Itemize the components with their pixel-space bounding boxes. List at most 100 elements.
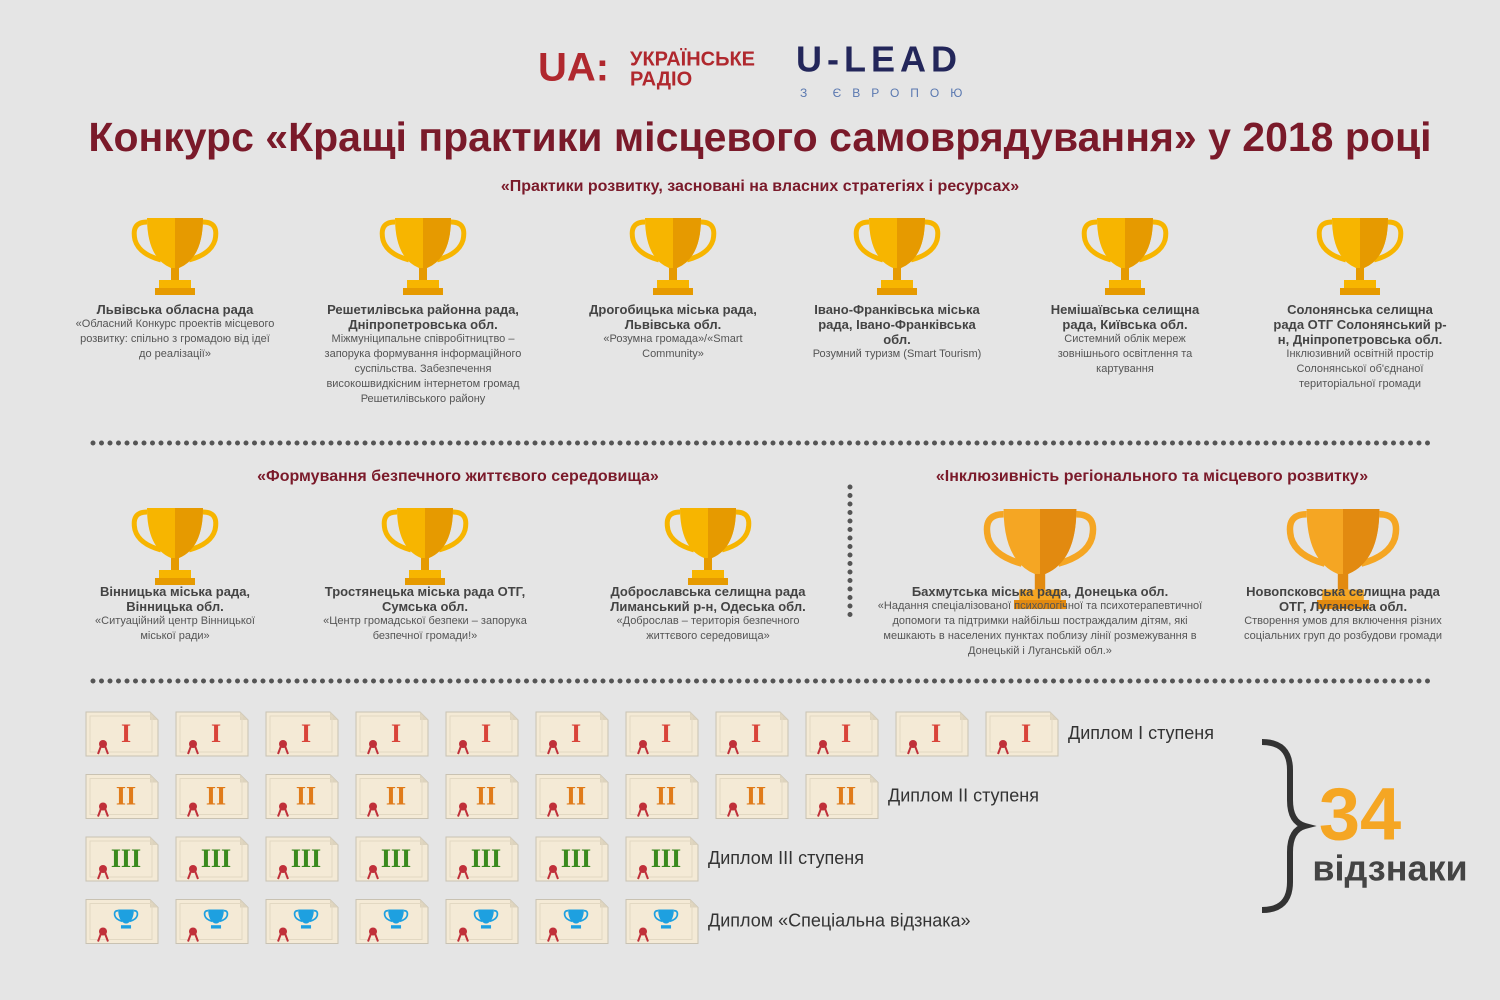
diploma-inner	[629, 840, 693, 878]
trophy	[379, 218, 467, 295]
diploma-seal	[639, 802, 647, 811]
diploma	[445, 899, 519, 944]
diploma	[535, 899, 609, 944]
diploma-ribbon	[187, 870, 199, 880]
diploma-inner	[179, 715, 243, 753]
trophy-handles	[203, 909, 229, 923]
diploma-numeral: I	[391, 719, 401, 748]
diploma-ribbon	[907, 745, 919, 755]
diploma-ribbon	[457, 870, 469, 880]
logo-ua: UA:	[538, 46, 609, 90]
trophy-stem	[419, 268, 427, 280]
trophy-base	[159, 570, 191, 578]
diploma-ribbon	[727, 745, 739, 755]
trophy-handles	[131, 219, 219, 263]
diploma-numeral: I	[661, 719, 671, 748]
diploma-ribbon	[637, 933, 649, 942]
trophy-cup	[478, 909, 494, 924]
diploma-numeral: I	[931, 719, 941, 748]
diploma-ribbon	[817, 745, 829, 755]
diploma	[355, 899, 429, 944]
diploma-seal	[279, 927, 287, 936]
trophy-handles	[383, 909, 409, 923]
diploma: II	[175, 774, 249, 819]
diploma: II	[355, 774, 429, 819]
diploma-seal	[99, 865, 107, 873]
winner-name: Немішаївська селищна рада, Київська обл.	[1050, 302, 1200, 332]
diploma: II	[445, 774, 519, 819]
diploma: III	[355, 836, 429, 882]
diploma-inner	[809, 778, 873, 815]
trophy-stem	[421, 558, 429, 570]
diploma-inner	[449, 778, 513, 815]
trophy-stem	[171, 268, 179, 280]
diploma-seal	[189, 927, 197, 936]
diploma-seal	[459, 865, 467, 873]
trophy-handles	[1286, 510, 1400, 567]
trophy-handles	[983, 510, 1097, 567]
diploma-ribbon	[637, 870, 649, 880]
trophy-handles	[293, 909, 319, 923]
diploma-inner	[359, 840, 423, 878]
diploma-ribbon	[547, 870, 559, 880]
trophy-handles	[131, 509, 219, 553]
winner-name: Львівська обласна рада	[96, 302, 254, 317]
diploma: I	[895, 711, 969, 757]
trophy-shade	[423, 218, 451, 268]
trophy-handles	[473, 909, 499, 923]
diploma-ribbon	[457, 808, 469, 817]
trophy	[1286, 509, 1400, 610]
logo-ulead: U-LEAD	[796, 39, 962, 80]
diploma-inner	[629, 778, 693, 815]
winner-name: Тростянецька міська рада ОТГ, Сумська об…	[324, 584, 526, 614]
title: Конкурс «Кращі практики місцевого самовр…	[88, 114, 1431, 160]
diploma-seal	[189, 865, 197, 873]
diploma-numeral: I	[481, 719, 491, 748]
diploma-trophy	[473, 909, 499, 929]
winner: Новопсковська селищна рада ОТГ, Луганськ…	[1243, 584, 1443, 644]
diploma-ribbon	[97, 745, 109, 755]
diploma-inner	[359, 778, 423, 815]
diploma-trophy	[383, 909, 409, 929]
trophy-base	[1344, 280, 1376, 288]
trophy-foot	[1014, 600, 1066, 610]
diploma: III	[175, 836, 249, 882]
trophy	[1316, 218, 1404, 295]
trophy-stem	[1034, 574, 1046, 590]
trophy-shade	[1125, 218, 1153, 268]
winner-description: Інклюзивний освітній простір Солонянсько…	[1286, 348, 1434, 390]
diploma-numeral: II	[386, 781, 406, 810]
diploma-inner	[269, 715, 333, 753]
trophy-foot	[155, 578, 195, 585]
winner-name: Новопсковська селищна рада ОТГ, Луганськ…	[1246, 584, 1440, 614]
diploma-ribbon	[547, 745, 559, 755]
diploma-numeral: I	[121, 719, 131, 748]
diploma: III	[265, 836, 339, 882]
diploma-seal	[189, 802, 197, 811]
trophy-shade	[425, 508, 453, 558]
winner: Решетилівська районна рада, Дніпропетров…	[313, 302, 533, 407]
trophy-foot	[403, 288, 443, 295]
trophy-handles	[1081, 219, 1169, 263]
diploma-numeral: I	[751, 719, 761, 748]
diploma-ribbon	[997, 745, 1009, 755]
winner-description: «Розумна громада»/«Smart Community»	[603, 333, 743, 360]
diploma-ribbon	[187, 933, 199, 942]
diploma: II	[85, 774, 159, 819]
trophy-base	[409, 570, 441, 578]
diploma-inner	[359, 903, 423, 940]
diploma: I	[985, 711, 1059, 757]
trophy-cup	[208, 909, 224, 924]
diploma: I	[535, 711, 609, 757]
trophy-base	[692, 570, 724, 578]
winner-description: Системний облік мереж зовнішнього освітл…	[1057, 333, 1193, 375]
trophy-base	[1019, 589, 1061, 600]
winner: Дрогобицька міська рада, Львівська обл. «…	[573, 302, 773, 362]
diploma-seal	[999, 740, 1007, 748]
diploma-label: Диплом «Спеціальна відзнака»	[708, 910, 971, 930]
diploma-inner	[629, 715, 693, 753]
trophy-shade	[897, 218, 925, 268]
diploma-ribbon	[637, 808, 649, 817]
winner-name: Доброславська селищна рада Лиманський р-…	[610, 584, 806, 614]
